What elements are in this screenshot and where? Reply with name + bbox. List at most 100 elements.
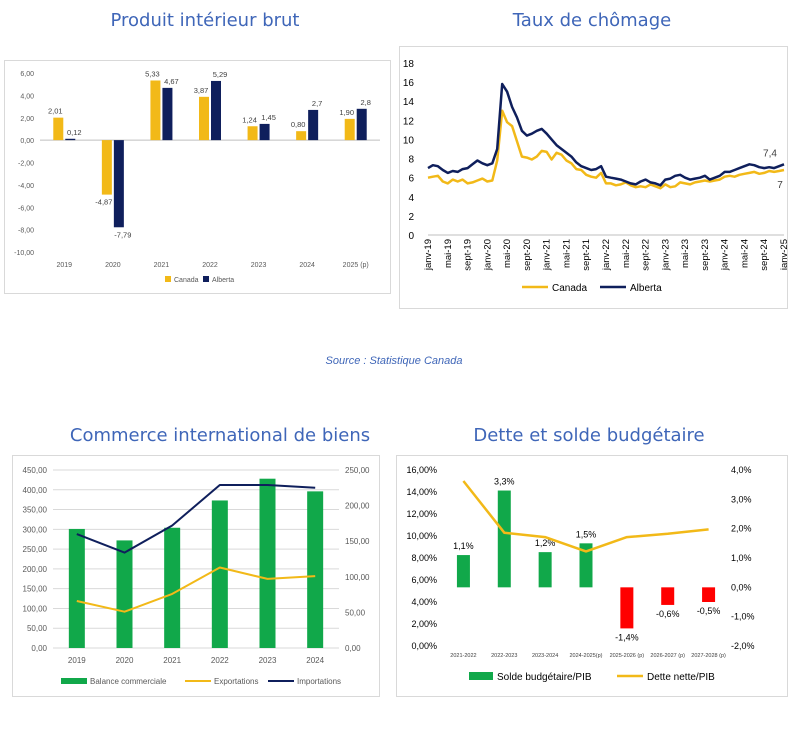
- y-tick-label: 18: [403, 59, 415, 70]
- bar-solde-budgetaire-2023-2024: [538, 552, 552, 588]
- y-tick-label: -2,00: [18, 161, 34, 168]
- bar-alberta-2024: [308, 109, 319, 141]
- bar-alberta-2020: [113, 140, 124, 228]
- y-tick-label: 0,00: [20, 138, 34, 145]
- bar-canada-2023: [247, 126, 258, 141]
- legend-label-canada: Canada: [552, 283, 587, 294]
- line-importations: [76, 484, 316, 554]
- data-label: 5,29: [213, 70, 228, 79]
- y-tick-label: 8: [408, 155, 414, 166]
- data-label: 1,1%: [453, 541, 474, 551]
- data-label: 3,87: [194, 86, 209, 95]
- x-tick-label: janv-25: [779, 239, 787, 271]
- y-left-tick-label: 6,00%: [411, 575, 437, 585]
- bar-balance-commerciale-2023: [259, 478, 276, 648]
- bar-solde-budgetaire-2021-2022: [456, 555, 470, 588]
- x-tick-label: 2025-2026 (p): [610, 653, 645, 659]
- bar-balance-commerciale-2022: [211, 500, 228, 648]
- bar-solde-budgetaire-2026-2027 (p): [661, 587, 675, 605]
- x-tick-label: mai-21: [561, 239, 572, 268]
- x-tick-label: 2023-2024: [532, 653, 558, 659]
- y-left-tick-label: 200,00: [23, 565, 48, 574]
- y-left-tick-label: 8,00%: [411, 553, 437, 563]
- y-tick-label: 16: [403, 78, 415, 89]
- x-tick-label: sept-24: [759, 239, 770, 271]
- data-label: 4,67: [164, 77, 179, 86]
- x-tick-label: sept-21: [581, 239, 592, 271]
- y-tick-label: -8,00: [18, 228, 34, 235]
- y-left-tick-label: 4,00%: [411, 597, 437, 607]
- bar-alberta-2025 (p): [356, 108, 367, 141]
- y-left-tick-label: 400,00: [23, 486, 48, 495]
- y-right-tick-label: 200,00: [345, 502, 370, 511]
- x-tick-label: mai-23: [680, 239, 691, 268]
- data-label: 2,7: [312, 99, 322, 108]
- legend-swatch-canada: [165, 276, 171, 282]
- x-tick-label: janv-22: [601, 239, 612, 271]
- bar-canada-2022: [199, 96, 209, 141]
- bar-solde-budgetaire-2027-2028 (p): [702, 587, 716, 602]
- dette-chart-panel: 0,00% 2,00% 4,00% 6,00% 8,00% 10,00% 12,00% 14,…: [396, 455, 788, 697]
- bar-solde-budgetaire-2022-2023: [497, 490, 511, 588]
- x-tick-label: 2024: [299, 262, 315, 269]
- y-tick-label: 4: [408, 193, 414, 204]
- x-tick-label: 2023: [259, 656, 277, 665]
- x-tick-label: 2020: [105, 262, 121, 269]
- legend-label-alberta: Alberta: [212, 277, 234, 284]
- data-label: 0,80: [291, 120, 306, 129]
- x-tick-label: 2022: [211, 656, 229, 665]
- y-right-tick-label: 100,00: [345, 573, 370, 582]
- x-tick-label: janv-19: [423, 239, 434, 271]
- bar-alberta-2019: [65, 138, 76, 141]
- commerce-chart: 0,00 50,00 100,00 150,00 200,00 250,00 300,00 3…: [23, 466, 370, 686]
- data-label: 5,33: [145, 69, 160, 78]
- x-tick-label: janv-20: [482, 239, 493, 271]
- y-right-tick-label: 1,0%: [731, 553, 752, 563]
- y-left-tick-label: 350,00: [23, 506, 48, 515]
- pib-chart-title: Produit intérieur brut: [110, 10, 300, 31]
- bar-alberta-2023: [259, 123, 270, 141]
- x-tick-label: mai-19: [443, 239, 454, 268]
- y-right-tick-label: 250,00: [345, 466, 370, 475]
- bar-solde-budgetaire-2024-2025(p): [579, 543, 593, 588]
- x-tick-label: 2021: [163, 656, 181, 665]
- bar-alberta-2022: [211, 80, 221, 141]
- legend-swatch-alberta: [203, 276, 209, 282]
- legend-label-alberta: Alberta: [630, 283, 662, 294]
- bar-balance-commerciale-2020: [116, 540, 133, 648]
- legend-swatch-balance: [61, 678, 87, 684]
- data-label: 0,12: [67, 128, 82, 137]
- y-tick-label: 0: [408, 231, 414, 242]
- x-tick-label: 2023: [251, 262, 267, 269]
- bar-alberta-2021: [162, 87, 173, 141]
- y-right-tick-label: 0,0%: [731, 582, 752, 592]
- y-left-tick-label: 0,00%: [411, 641, 437, 651]
- chomage-chart-panel: 0 2 4 6 8 10 12 14 16 18 janv-19 mai-19 sept-19 janv-…: [399, 46, 788, 309]
- y-tick-label: 12: [403, 116, 415, 127]
- y-left-tick-label: 2,00%: [411, 619, 437, 629]
- chomage-chart-title: Taux de chômage: [512, 10, 672, 31]
- x-tick-label: mai-24: [739, 239, 750, 268]
- y-right-tick-label: 150,00: [345, 537, 370, 546]
- data-label: 1,2%: [535, 538, 556, 548]
- y-right-tick-label: -2,0%: [731, 641, 755, 651]
- y-left-tick-label: 0,00: [31, 644, 47, 653]
- commerce-chart-panel: 0,00 50,00 100,00 150,00 200,00 250,00 300,00 3…: [12, 455, 380, 697]
- pib-chart-panel: -10,00 -8,00 -6,00 -4,00 -2,00 0,00 2,00 4,00 6,…: [4, 60, 391, 294]
- end-label-alberta: 7,4: [763, 148, 777, 159]
- x-tick-label: 2024-2025(p): [569, 653, 602, 659]
- x-tick-label: sept-20: [522, 239, 533, 271]
- x-tick-label: 2027-2028 (p): [691, 653, 726, 659]
- x-tick-label: sept-22: [641, 239, 652, 271]
- dette-chart-title: Dette et solde budgétaire: [473, 425, 705, 446]
- data-label: 2,01: [48, 107, 63, 116]
- y-left-tick-label: 16,00%: [406, 465, 437, 475]
- data-label: 1,45: [261, 113, 276, 122]
- y-tick-label: 14: [403, 97, 415, 108]
- x-tick-label: sept-19: [463, 239, 474, 271]
- x-tick-label: 2022-2023: [491, 653, 517, 659]
- y-tick-label: 10: [403, 135, 415, 146]
- line-dette-nette: [462, 480, 709, 553]
- legend-label-dette: Dette nette/PIB: [647, 672, 715, 683]
- y-tick-label: -10,00: [14, 250, 34, 257]
